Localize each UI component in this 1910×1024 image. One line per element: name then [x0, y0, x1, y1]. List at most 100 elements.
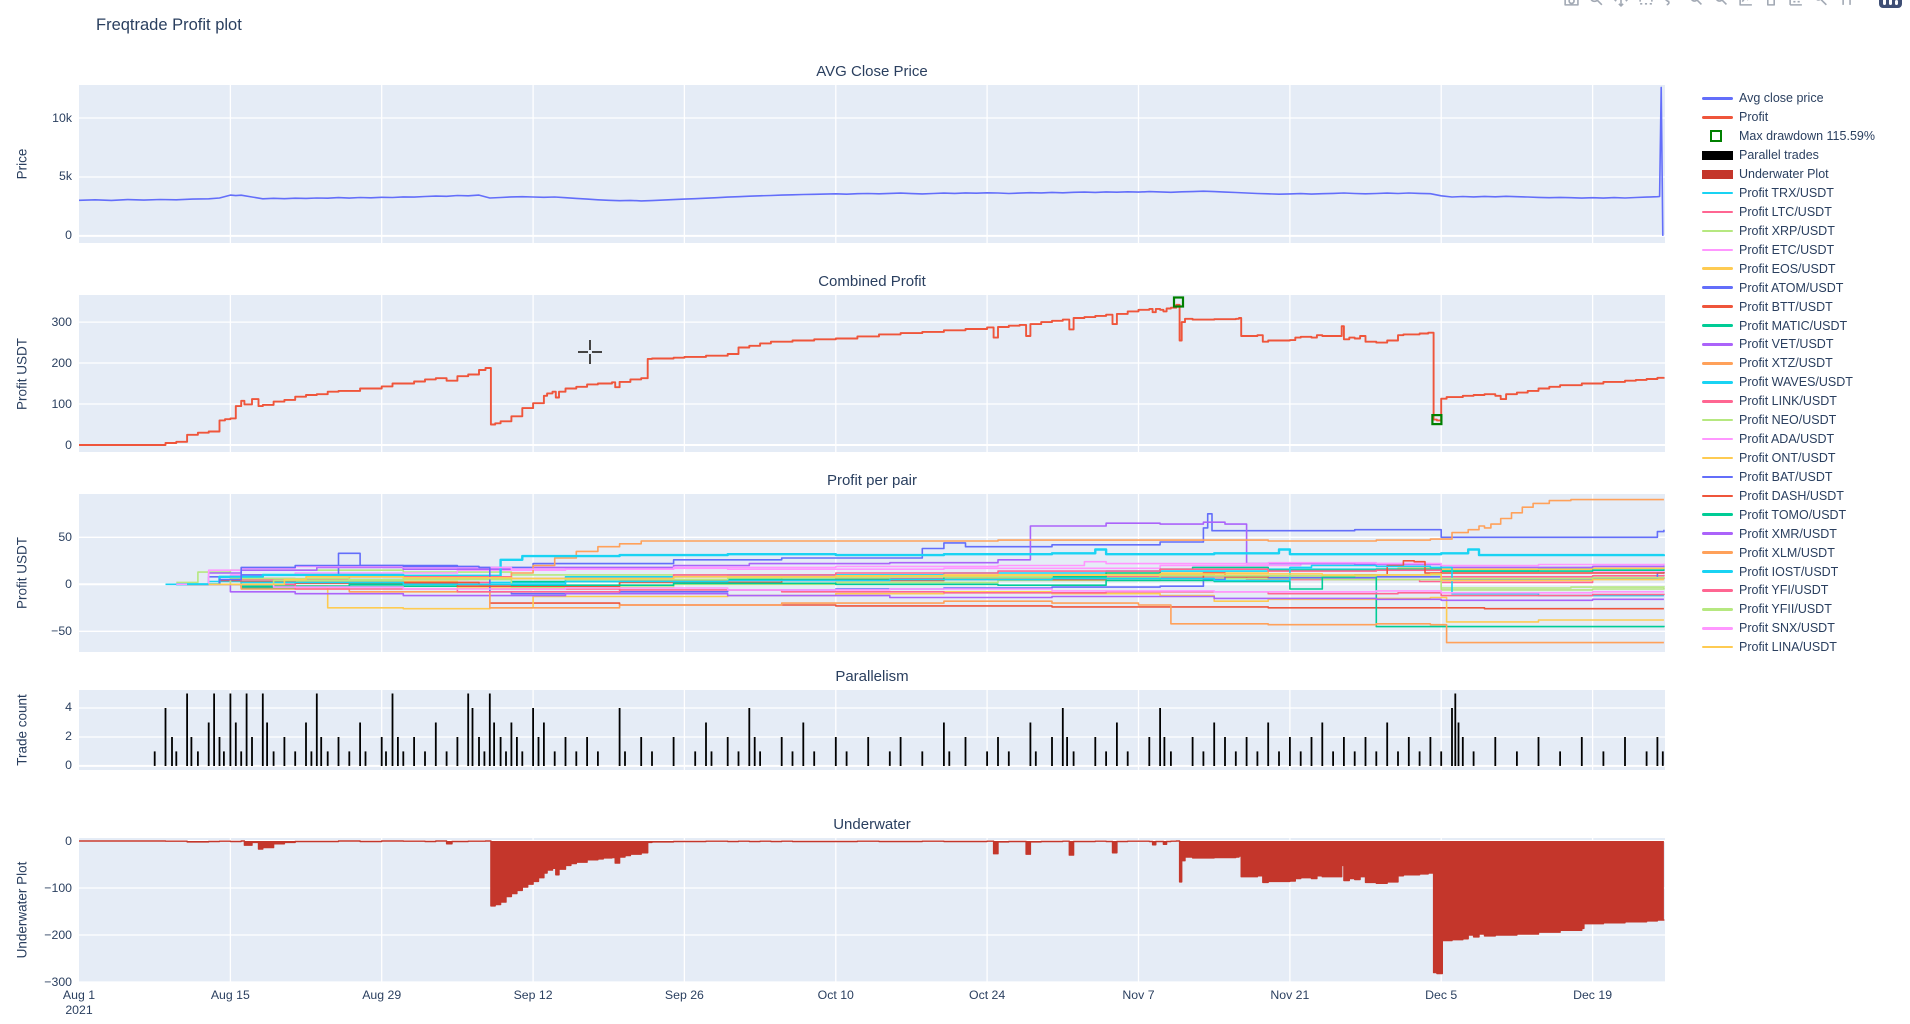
trade-count-bar[interactable]	[921, 751, 924, 766]
trade-count-bar[interactable]	[434, 722, 437, 767]
trade-count-bar[interactable]	[1559, 751, 1561, 766]
zoom-icon[interactable]	[1588, 0, 1604, 7]
trade-count-bar[interactable]	[245, 693, 248, 767]
legend-item-profit-etc-usdt[interactable]: Profit ETC/USDT	[1702, 240, 1875, 259]
max-drawdown-marker[interactable]	[1431, 413, 1443, 426]
trade-count-bar[interactable]	[1321, 722, 1324, 767]
legend-item-profit-waves-usdt[interactable]: Profit WAVES/USDT	[1702, 373, 1875, 392]
series-profit-xtz-usdt[interactable]	[187, 498, 1664, 586]
subplot-parallelism-canvas[interactable]	[79, 690, 1665, 770]
trade-count-bar[interactable]	[364, 751, 367, 766]
trade-count-bar[interactable]	[1256, 751, 1259, 766]
trade-count-bar[interactable]	[564, 737, 567, 766]
trade-count-bar[interactable]	[1126, 751, 1129, 766]
trade-count-bar[interactable]	[943, 722, 945, 767]
trade-count-bar[interactable]	[171, 737, 173, 766]
max-drawdown-marker[interactable]	[1172, 296, 1185, 308]
legend-item-profit-trx-usdt[interactable]: Profit TRX/USDT	[1702, 184, 1875, 203]
lasso-select-icon[interactable]	[1663, 0, 1679, 7]
zoom-in-icon[interactable]	[1688, 0, 1704, 7]
trade-count-bar[interactable]	[380, 737, 383, 766]
trade-count-bar[interactable]	[213, 693, 215, 767]
trade-count-bar[interactable]	[456, 737, 459, 766]
trade-count-bar[interactable]	[1224, 737, 1226, 766]
trade-count-bar[interactable]	[986, 751, 988, 766]
trade-count-bar[interactable]	[499, 737, 502, 766]
legend-item-profit-xmr-usdt[interactable]: Profit XMR/USDT	[1702, 524, 1875, 543]
trade-count-bar[interactable]	[402, 751, 405, 766]
legend-item-profit-bat-usdt[interactable]: Profit BAT/USDT	[1702, 467, 1875, 486]
series-profit-snx-usdt[interactable]	[208, 583, 1664, 594]
trade-count-bar[interactable]	[888, 751, 891, 766]
trade-count-bar[interactable]	[1407, 737, 1410, 766]
trade-count-bar[interactable]	[424, 751, 426, 766]
trade-count-bar[interactable]	[1191, 737, 1194, 766]
trade-count-bar[interactable]	[710, 751, 713, 766]
trade-count-bar[interactable]	[1051, 737, 1053, 766]
trade-count-bar[interactable]	[737, 751, 740, 766]
trade-count-bar[interactable]	[537, 737, 540, 766]
trade-count-bar[interactable]	[153, 751, 156, 766]
trade-count-bar[interactable]	[1645, 751, 1648, 766]
trade-count-bar[interactable]	[1267, 722, 1270, 767]
legend-item-profit-atom-usdt[interactable]: Profit ATOM/USDT	[1702, 278, 1875, 297]
underwater-area[interactable]	[79, 841, 1664, 974]
trade-count-bar[interactable]	[543, 722, 545, 767]
legend-item-profit-xtz-usdt[interactable]: Profit XTZ/USDT	[1702, 354, 1875, 373]
trade-count-bar[interactable]	[1537, 737, 1540, 766]
trade-count-bar[interactable]	[1148, 737, 1151, 766]
legend-item-profit[interactable]: Profit	[1702, 108, 1875, 127]
trade-count-bar[interactable]	[586, 737, 588, 766]
box-select-icon[interactable]	[1638, 0, 1654, 7]
trade-count-bar[interactable]	[624, 751, 626, 766]
zoom-out-icon[interactable]	[1713, 0, 1729, 7]
plotly-logo[interactable]	[1879, 0, 1902, 8]
legend-item-underwater-plot[interactable]: Underwater Plot	[1702, 165, 1875, 184]
trade-count-bar[interactable]	[1580, 737, 1583, 766]
legend-item-profit-vet-usdt[interactable]: Profit VET/USDT	[1702, 335, 1875, 354]
trade-count-bar[interactable]	[478, 737, 480, 766]
trade-count-bar[interactable]	[320, 737, 323, 766]
trade-count-bar[interactable]	[1310, 737, 1313, 766]
trade-count-bar[interactable]	[575, 751, 578, 766]
legend-item-profit-btt-usdt[interactable]: Profit BTT/USDT	[1702, 297, 1875, 316]
trade-count-bar[interactable]	[488, 693, 491, 767]
trade-count-bar[interactable]	[1461, 737, 1464, 766]
legend-item-profit-ada-usdt[interactable]: Profit ADA/USDT	[1702, 430, 1875, 449]
legend-item-profit-link-usdt[interactable]: Profit LINK/USDT	[1702, 392, 1875, 411]
trade-count-bar[interactable]	[229, 693, 232, 767]
trade-count-bar[interactable]	[1656, 737, 1659, 766]
trade-count-bar[interactable]	[759, 751, 761, 766]
series-profit-waves-usdt[interactable]	[176, 548, 1665, 586]
subplot-combined-profit-canvas[interactable]	[79, 295, 1665, 452]
trade-count-bar[interactable]	[1457, 722, 1460, 767]
series-profit-neo-usdt[interactable]	[187, 577, 1665, 591]
trade-count-bar[interactable]	[1094, 737, 1097, 766]
series-profit-vet-usdt[interactable]	[176, 521, 1665, 586]
trade-count-bar[interactable]	[493, 722, 495, 767]
legend-item-profit-xlm-usdt[interactable]: Profit XLM/USDT	[1702, 543, 1875, 562]
trade-count-bar[interactable]	[1202, 751, 1205, 766]
series-profit-yfii-usdt[interactable]	[208, 574, 1665, 586]
legend-item-profit-eos-usdt[interactable]: Profit EOS/USDT	[1702, 259, 1875, 278]
trade-count-bar[interactable]	[1440, 751, 1443, 766]
trade-count-bar[interactable]	[1072, 751, 1075, 766]
legend-item-max-drawdown-115-59-[interactable]: Max drawdown 115.59%	[1702, 127, 1875, 146]
trade-count-bar[interactable]	[385, 751, 387, 766]
trade-count-bar[interactable]	[753, 737, 756, 766]
trade-count-bar[interactable]	[326, 751, 329, 766]
trade-count-bar[interactable]	[1289, 737, 1291, 766]
subplot-avg-close-price-canvas[interactable]	[79, 85, 1665, 243]
trade-count-bar[interactable]	[391, 693, 394, 767]
trade-count-bar[interactable]	[1353, 751, 1356, 766]
trade-count-bar[interactable]	[294, 751, 297, 766]
legend-item-profit-dash-usdt[interactable]: Profit DASH/USDT	[1702, 486, 1875, 505]
trade-count-bar[interactable]	[283, 737, 286, 766]
series-profit-yfi-usdt[interactable]	[208, 583, 1665, 597]
trade-count-bar[interactable]	[1454, 693, 1457, 767]
trade-count-bar[interactable]	[1386, 722, 1389, 767]
trade-count-bar[interactable]	[186, 693, 188, 767]
trade-count-bar[interactable]	[510, 722, 513, 767]
trade-count-bar[interactable]	[1007, 751, 1010, 766]
trade-count-bar[interactable]	[261, 693, 264, 767]
